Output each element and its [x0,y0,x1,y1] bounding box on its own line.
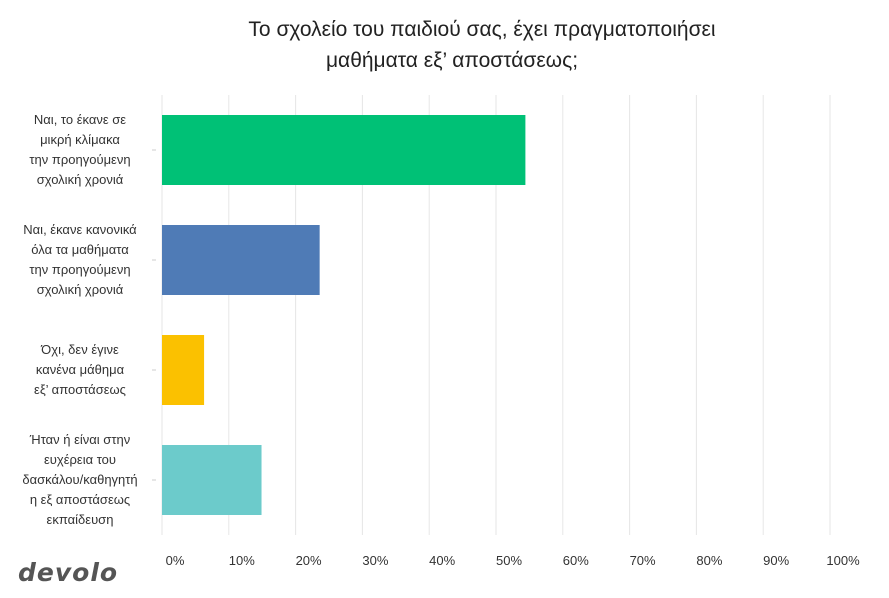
x-tick-label: 60% [562,553,589,568]
chart-title: Το σχολείο του παιδιού σας, έχει πραγματ… [0,14,889,76]
category-label-line: μικρή κλίμακα [40,132,120,147]
category-label: Ναι, το έκανε σε μικρή κλίμακα την προηγού… [10,110,150,190]
category-label: Ναι, έκανε κανονικά όλα τα μαθήματα την πρ… [10,220,150,300]
x-tick-label: 70% [629,553,656,568]
category-label-line: η εξ αποστάσεως [29,492,131,507]
category-label-line: κανένα μάθημα [35,362,125,377]
bar [162,115,526,185]
category-label-line: δασκάλου/καθηγητή [22,472,138,487]
chart-title-line-1: Το σχολείο του παιδιού σας, έχει πραγματ… [248,18,716,41]
category-label-line: εκπαίδευση [46,512,114,527]
category-label-line: σχολική χρονιά [36,282,124,297]
x-tick-label: 10% [228,553,255,568]
category-label-line: την προηγούμενη [29,262,131,277]
x-tick-label: 80% [696,553,723,568]
devolo-logo: devolo [18,558,119,587]
x-tick-label: 100% [826,553,860,568]
chart-title-line-2: μαθήματα εξ’ αποστάσεως; [325,49,579,72]
category-label-line: σχολική χρονιά [36,172,124,187]
category-label-line: όλα τα μαθήματα [31,242,129,257]
category-label-line: την προηγούμενη [29,152,131,167]
category-label-line: Ναι, έκανε κανονικά [23,222,137,237]
category-label: Ήταν ή είναι στην ευχέρεια του δασκάλου/κα… [10,430,150,530]
x-tick-label: 0% [165,553,185,568]
x-tick-label: 90% [763,553,790,568]
x-tick-label: 50% [495,553,523,568]
category-label-line: εξ’ αποστάσεως [34,382,126,397]
category-label-line: Ήταν ή είναι στην [29,432,131,447]
x-tick-label: 40% [429,553,456,568]
category-label-line: Όχι, δεν έγινε [41,342,119,357]
x-tick-label: 20% [295,553,322,568]
bar [162,225,320,295]
category-label-line: Ναι, το έκανε σε [33,112,127,127]
category-label-line: ευχέρεια του [43,452,117,467]
category-label: Όχι, δεν έγινε κανένα μάθημα εξ’ αποστάσεω… [10,340,150,400]
x-tick-label: 30% [362,553,389,568]
bar [162,335,205,405]
bar [162,445,262,515]
